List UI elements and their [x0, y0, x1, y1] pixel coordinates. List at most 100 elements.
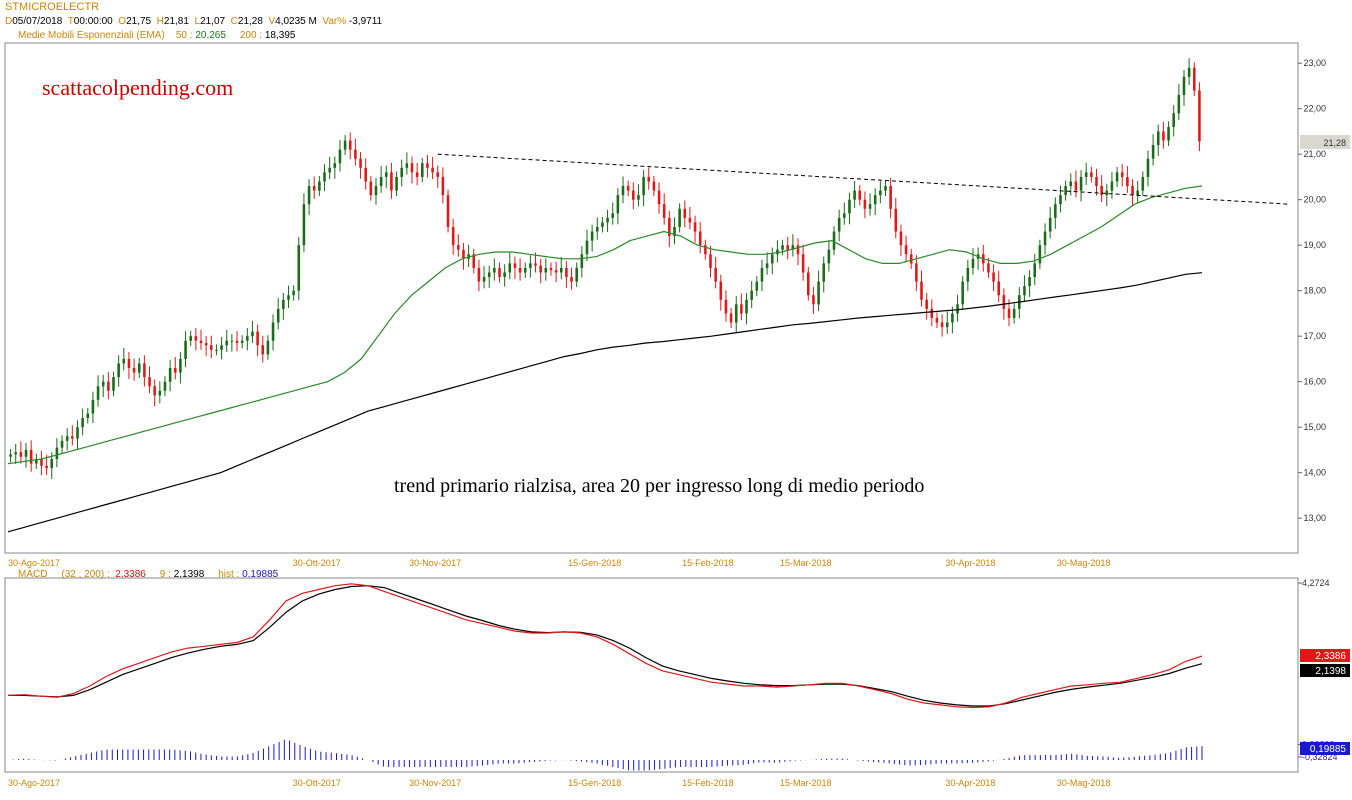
candle-body	[1038, 245, 1042, 264]
candle-body	[807, 272, 810, 296]
price-y-tick-label: 19,00	[1303, 240, 1326, 250]
candle-body	[251, 331, 254, 337]
candle-body	[405, 163, 409, 168]
price-y-tick-label: 22,00	[1303, 104, 1326, 114]
signal-label: 9 :	[159, 569, 171, 580]
candle-body	[616, 195, 620, 214]
candle-body	[595, 226, 599, 232]
ema-label: Medie Mobili Esponenziali (EMA)	[18, 30, 165, 41]
d-label: D	[5, 16, 13, 27]
candle-body	[915, 263, 918, 282]
candle-body	[137, 363, 141, 373]
candle-body	[235, 340, 239, 343]
ema200-line	[7, 272, 1203, 533]
last-price-box	[1300, 135, 1350, 149]
macd-legend: MACD (32 , 200) : 2,3386 9 : 2,1398 hist…	[18, 569, 278, 580]
candle-body	[1172, 113, 1175, 127]
candle-body	[606, 217, 609, 223]
candle-body	[920, 281, 923, 300]
candle-body	[714, 267, 717, 282]
candle-body	[487, 272, 491, 278]
candle-body	[734, 304, 738, 323]
price-y-tick-label: 16,00	[1303, 377, 1326, 387]
candle-body	[1141, 176, 1145, 191]
candle-body	[559, 267, 563, 273]
hist-value-tag: 0,19885	[1310, 744, 1347, 755]
signal-value-box	[1300, 664, 1350, 677]
candle-body	[457, 245, 460, 250]
l-label: L	[194, 16, 201, 27]
candle-body	[35, 459, 38, 464]
signal-line	[8, 585, 1203, 707]
candle-body	[673, 226, 676, 237]
candle-body	[189, 336, 192, 341]
candle-body	[400, 167, 403, 177]
date-tick-label: 30-Mag-2018	[1057, 778, 1111, 788]
close-value: 21,28	[237, 16, 263, 27]
candle-body	[199, 340, 203, 343]
c-label: C	[230, 16, 238, 27]
candle-body	[14, 452, 18, 455]
candle-body	[580, 254, 584, 268]
candle-body	[240, 340, 244, 343]
candle-body	[796, 245, 800, 255]
date-tick-label: 30-Nov-2017	[409, 778, 461, 788]
candle-body	[446, 195, 450, 227]
t-label: T	[67, 16, 74, 27]
date-tick-label: 30-Ago-2017	[8, 778, 60, 788]
candle-body	[781, 245, 784, 250]
candle-body	[837, 217, 841, 232]
low-value: 21,07	[200, 16, 226, 27]
volume-value: 4,0235 M	[275, 16, 317, 27]
candle-body	[498, 267, 501, 278]
date-tick-label: 30-Apr-2018	[945, 558, 995, 568]
candle-body	[101, 381, 105, 387]
ema50-label: 50 :	[175, 30, 193, 41]
candle-body	[1054, 204, 1057, 218]
date-tick-label: 15-Mar-2018	[780, 558, 832, 568]
candle-body	[55, 447, 59, 460]
candle-body	[1136, 190, 1139, 196]
candle-body	[462, 249, 465, 259]
candle-body	[266, 340, 270, 355]
candle-body	[230, 340, 234, 342]
candle-body	[884, 186, 887, 191]
macd-y-tick-label: -0,32824	[1302, 752, 1338, 762]
candle-body	[9, 454, 12, 457]
symbol-title: STMICROELECTR	[5, 1, 100, 13]
candle-body	[812, 295, 815, 305]
candle-body	[534, 263, 537, 266]
annotation-text: trend primario rialzisa, area 20 per ing…	[394, 475, 924, 497]
candle-body	[770, 254, 774, 264]
candle-body	[122, 358, 126, 364]
candle-body	[76, 427, 79, 439]
candle-body	[45, 465, 48, 469]
candle-body	[1126, 176, 1129, 187]
candle-body	[292, 290, 295, 296]
macd-value-tag: 2,3386	[1315, 651, 1346, 662]
price-y-tick-label: 21,00	[1303, 149, 1326, 159]
candle-body	[1156, 131, 1160, 146]
candle-body	[1115, 172, 1119, 182]
candle-body	[750, 290, 753, 300]
candle-body	[760, 267, 764, 282]
candle-body	[719, 281, 723, 300]
watermark-text: scattacolpending.com	[42, 75, 233, 100]
candle-body	[662, 204, 666, 218]
candle-body	[1059, 195, 1062, 205]
var-label: Var%	[322, 16, 347, 27]
candle-body	[24, 449, 28, 457]
date-tick-label: 15-Gen-2018	[568, 558, 621, 568]
candle-body	[215, 349, 218, 351]
candle-body	[379, 176, 383, 187]
date-value: 05/07/2018	[12, 16, 63, 27]
candle-body	[210, 345, 213, 350]
candle-body	[848, 199, 851, 214]
candle-body	[1167, 126, 1170, 141]
candle-body	[451, 226, 455, 246]
candle-body	[1198, 90, 1201, 142]
candle-body	[1002, 295, 1006, 309]
candle-body	[611, 213, 615, 218]
h-label: H	[156, 16, 164, 27]
